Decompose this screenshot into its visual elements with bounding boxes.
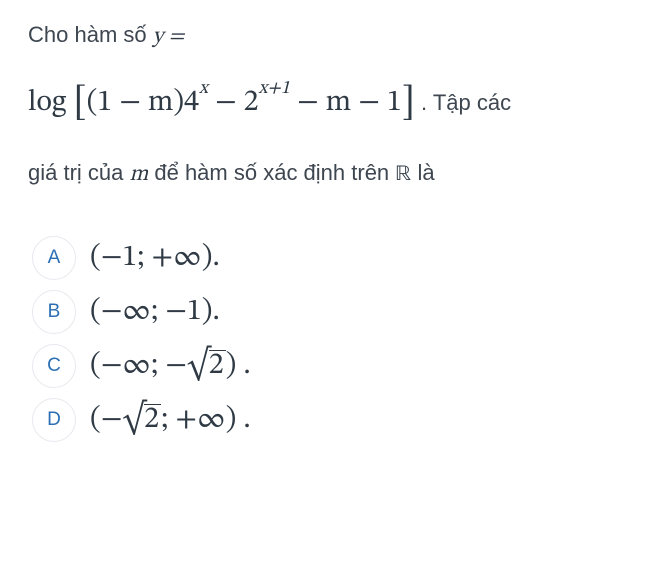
option-b[interactable]: B (−∞; −1). [32,290,650,334]
text-b: để hàm số xác định trên [148,160,395,185]
options-list: A (−1; +∞). B (−∞; −1). C (−∞; −2) . D (… [28,236,650,442]
text-prefix: Cho hàm số [28,22,153,47]
opt-c-post: ) . [226,351,251,381]
close-bracket: ] [402,88,415,118]
question-line-3: giá trị của m để hàm số xác định trên ℝ … [28,156,650,192]
math-y-equals: y = [153,26,185,48]
sup-x1: x+1 [258,80,290,98]
option-math-a: (−1; +∞). [90,239,220,277]
sqrt-icon: 2 [122,401,161,439]
option-letter-d: D [32,398,76,442]
sqrt-arg-d: 2 [144,404,161,435]
sqrt-arg-c: 2 [209,350,226,381]
expr-part3: − m − 1 [290,88,402,118]
question-formula: log [(1 − m)4x − 2x+1 − m − 1] . Tập các [28,72,650,132]
sup-x: x [199,80,208,98]
log-text: log [28,88,66,118]
option-d[interactable]: D (− 2; +∞) . [32,398,650,442]
math-R: ℝ [395,164,411,186]
sqrt-icon: 2 [187,347,226,385]
option-letter-c: C [32,344,76,388]
math-m: m [130,164,149,186]
option-letter-a: A [32,236,76,280]
text-c: là [411,160,434,185]
open-bracket: [ [74,88,87,118]
opt-c-pre: (−∞; − [90,351,187,381]
option-letter-b: B [32,290,76,334]
opt-d-pre: (− [90,405,122,435]
option-math-c: (−∞; − 2) . [90,347,251,385]
question-line-1: Cho hàm số y = [28,18,650,54]
expr-part1: (1 − m)4 [87,88,199,118]
option-math-b: (−∞; −1). [90,293,220,331]
option-c[interactable]: C (−∞; − 2) . [32,344,650,388]
option-math-d: (− 2; +∞) . [90,401,251,439]
expr-part2: − 2 [208,88,259,118]
option-a[interactable]: A (−1; +∞). [32,236,650,280]
trail-text: . Tập các [415,90,511,115]
text-a: giá trị của [28,160,130,185]
opt-d-post: ; +∞) . [161,405,251,435]
